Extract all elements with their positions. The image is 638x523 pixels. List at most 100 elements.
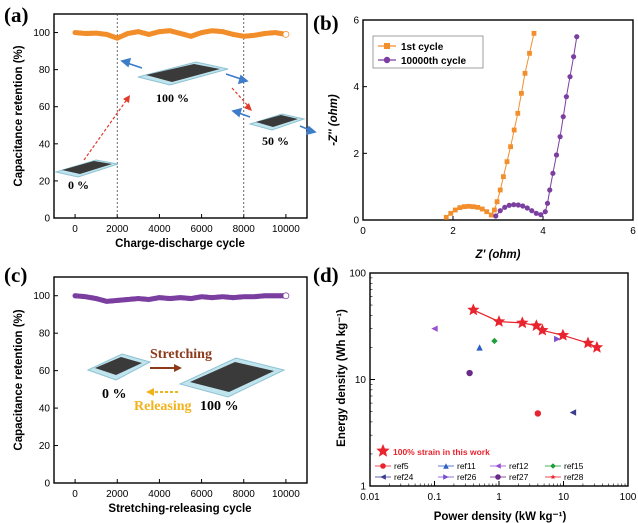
d-legend-marker-ref12 [495, 463, 501, 469]
b-data-point [538, 212, 544, 218]
d-legend-label-ref11: ref11 [457, 461, 476, 471]
film-50-illustration [248, 113, 306, 131]
legend-label-10000th: 10000th cycle [401, 56, 466, 67]
c-ytick-label: 60 [39, 366, 51, 377]
plot-frame-a [53, 13, 308, 219]
d-legend-label-ref27: ref27 [509, 472, 529, 482]
b-data-point [497, 208, 503, 214]
x-axis-title-b: Z' (ohm) [475, 249, 521, 261]
b-data-point [511, 202, 517, 208]
d-legend-label-ref15: ref15 [564, 461, 584, 471]
legend-marker-10000th [383, 56, 391, 64]
film-0-illustration [54, 159, 119, 178]
a-ytick-label: 100 [33, 28, 50, 39]
b-data-point [508, 144, 513, 150]
d-ref11-point [476, 344, 483, 351]
a-ytick-label: 80 [39, 65, 51, 76]
c-ytick-label: 80 [39, 329, 51, 340]
d-main-point [581, 336, 595, 349]
b-data-point [506, 202, 512, 208]
d-ytick-label: 1 [360, 482, 366, 493]
c-ytick-label: 20 [39, 441, 51, 452]
c-xtick-label: 2000 [106, 489, 129, 500]
c-data-point [282, 292, 290, 300]
c-xtick-label: 6000 [190, 489, 213, 500]
releasing-label: Releasing [134, 399, 192, 414]
b-data-point [547, 187, 553, 193]
panel-b: (b) 0 2 4 6 0 2 4 6 Z' (ohm) -Z'' (ohm) 1st cyc… [313, 11, 636, 261]
d-ytick-label: 10 [355, 375, 367, 386]
b-data-point [519, 90, 524, 96]
strain-label-100-c: 100 % [200, 399, 239, 414]
b-xtick-label: 4 [540, 226, 546, 237]
legend-box-b [372, 35, 484, 69]
b-data-point [574, 34, 580, 40]
b-data-point [457, 205, 463, 211]
b-data-point [515, 110, 521, 116]
axis-ticks-b: 0 2 4 6 0 2 4 6 [353, 16, 636, 238]
b-data-point [529, 208, 535, 214]
b-data-point [553, 152, 560, 158]
d-ref15-point [491, 337, 498, 345]
divider-lines-a [116, 14, 245, 218]
b-data-point [443, 214, 449, 220]
d-legend-label-ref12: ref12 [509, 461, 529, 471]
b-xtick-label: 6 [630, 226, 636, 237]
axis-ticks-a: 0 2000 4000 6000 8000 10000 0 20 40 60 80 100 [33, 28, 300, 235]
axis-ticks-d: 0.01 0.1 1 10 100 1 10 100 [349, 269, 636, 504]
b-xtick-label: 2 [450, 226, 456, 237]
b-data-point [475, 204, 481, 210]
d-xtick-label: 1 [496, 492, 502, 503]
c-xtick-label: 8000 [233, 489, 256, 500]
data-points-b [443, 30, 580, 220]
b-data-point [571, 54, 577, 60]
b-data-point [515, 202, 521, 208]
b-ytick-label: 0 [353, 216, 359, 227]
a-xtick-label: 2000 [106, 224, 129, 235]
a-ytick-label: 60 [39, 102, 51, 113]
plot-frame-c [53, 276, 308, 484]
b-data-point [501, 174, 506, 180]
d-legend-marker-ref5 [380, 463, 386, 469]
a-xtick-label: 6000 [190, 224, 213, 235]
b-data-point [520, 203, 526, 209]
d-legend-marker-ref11 [443, 463, 449, 469]
panel-a: (a) 0 2000 4000 6000 8000 10000 0 20 40 60 80 100 C… [4, 3, 317, 250]
b-data-point [492, 207, 497, 213]
b-data-point [527, 50, 532, 56]
b-data-point [448, 210, 454, 216]
d-xtick-label: 10 [558, 492, 570, 503]
strain-label-0: 0 % [68, 178, 89, 192]
stretching-label: Stretching [150, 347, 212, 362]
b-xtick-label: 0 [360, 226, 366, 237]
b-data-point [504, 159, 510, 165]
b-data-point [560, 114, 566, 120]
b-data-point [461, 204, 467, 210]
b-data-point [542, 209, 548, 215]
legend-b: 1st cycle 10000th cycle [372, 35, 484, 69]
b-ytick-label: 4 [353, 82, 359, 93]
b-data-point [511, 127, 517, 133]
x-axis-title-a: Charge-discharge cycle [115, 238, 245, 250]
b-data-point [522, 70, 528, 76]
d-legend-main-label: 100% strain in this work [393, 447, 490, 457]
c-xtick-label: 10000 [272, 489, 300, 500]
d-legend-marker-ref27 [495, 474, 501, 480]
b-ytick-label: 2 [353, 149, 359, 160]
strain-insets-a: 0 % 100 % 50 % [54, 57, 317, 192]
b-series-line-1 [495, 36, 578, 217]
b-data-point [557, 134, 563, 140]
strain-label-0-c: 0 % [102, 387, 127, 402]
d-legend-marker-ref28 [550, 474, 556, 480]
c-ytick-label: 40 [39, 404, 51, 415]
d-main-point [492, 315, 506, 327]
data-points-a [72, 28, 290, 41]
plot-frame-b [362, 19, 634, 221]
b-data-point [493, 213, 499, 219]
b-data-point [484, 209, 490, 215]
d-main-point [536, 323, 549, 336]
d-legend-marker-ref15 [550, 463, 556, 469]
film-100-illustration [137, 61, 229, 86]
